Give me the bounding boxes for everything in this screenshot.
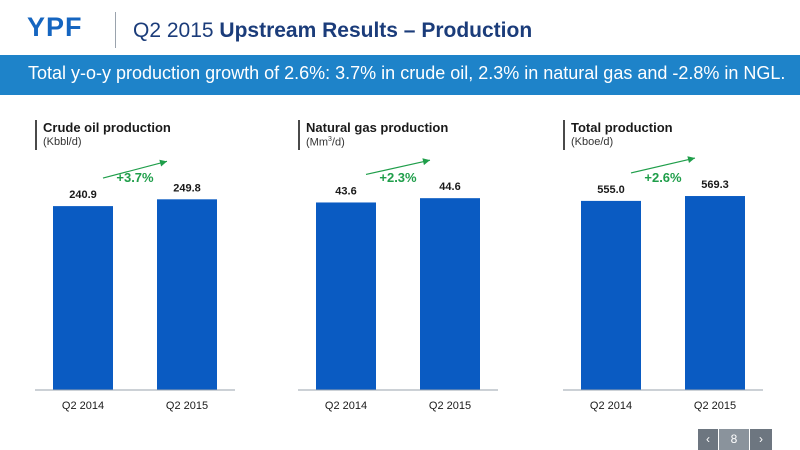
growth-label: +3.7%: [116, 170, 154, 185]
ypf-logo: YPF: [27, 12, 83, 42]
title-divider: [115, 12, 116, 48]
bar: [581, 200, 641, 390]
bar: [316, 202, 376, 390]
bar-value-label: 44.6: [439, 181, 460, 193]
chart-unit: (Kbbl/d): [43, 136, 82, 148]
bar-value-label: 43.6: [335, 185, 356, 197]
chevron-right-icon: ›: [759, 432, 763, 446]
chart-unit-tail: /d): [331, 136, 345, 149]
bar-value-label: 249.8: [173, 182, 201, 194]
x-tick-label: Q2 2014: [62, 400, 104, 412]
chart-unit-superscript: 3: [328, 136, 332, 143]
chart-unit-main: (Mm: [306, 136, 328, 149]
natural-gas-chart-plot: 43.6 Q2 2014 44.6 Q2 2015 +2.3%: [298, 158, 498, 412]
previous-page-button[interactable]: ‹: [698, 429, 718, 450]
bar: [157, 199, 217, 390]
x-tick-label: Q2 2014: [325, 400, 367, 412]
x-tick-label: Q2 2015: [429, 400, 471, 412]
page-number: 8: [719, 429, 749, 450]
x-tick-label: Q2 2015: [694, 400, 736, 412]
x-tick-label: Q2 2014: [590, 400, 632, 412]
total-production-chart-plot: 555.0 Q2 2014 569.3 Q2 2015 +2.6%: [563, 156, 763, 412]
total-production-chart: Total production (Kboe/d) 555.0 Q2 2014 56…: [563, 118, 800, 418]
crude-oil-chart: Crude oil production (Kbbl/d) 240.9 Q2 20…: [35, 118, 275, 418]
bar: [53, 206, 113, 390]
growth-arrow-line: [630, 157, 696, 174]
page-number-label: 8: [730, 432, 738, 446]
page-title-prefix: Q2 2015: [133, 19, 220, 42]
growth-arrow-head-icon: [687, 156, 695, 164]
growth-arrow-head-icon: [159, 159, 167, 167]
bar: [420, 198, 480, 390]
bar: [685, 196, 745, 390]
chart-title: Total production: [571, 120, 673, 135]
chart-unit: (Mm3/d): [306, 136, 345, 149]
page-title: Q2 2015 Upstream Results – Production: [133, 19, 532, 43]
summary-banner: [0, 55, 800, 95]
chart-title-marker: [35, 120, 37, 150]
page-title-strong: Upstream Results – Production: [219, 19, 533, 42]
bar-value-label: 555.0: [597, 184, 625, 196]
growth-label: +2.6%: [644, 170, 682, 185]
next-page-button[interactable]: ›: [750, 429, 772, 450]
growth-arrow-line: [365, 159, 431, 176]
natural-gas-chart: Natural gas production (Mm3/d) 43.6 Q2 20…: [298, 118, 538, 418]
bar-value-label: 569.3: [701, 179, 729, 191]
chart-title: Crude oil production: [43, 120, 171, 135]
growth-arrow-line: [102, 160, 168, 179]
chart-title-marker: [298, 120, 300, 150]
bar-value-label: 240.9: [69, 189, 97, 201]
chart-unit: (Kboe/d): [571, 136, 614, 148]
chart-title: Natural gas production: [306, 120, 449, 135]
x-tick-label: Q2 2015: [166, 400, 208, 412]
summary-banner-text: Total y-o-y production growth of 2.6%: 3…: [28, 63, 786, 83]
chevron-left-icon: ‹: [706, 432, 710, 446]
growth-label: +2.3%: [379, 170, 417, 185]
crude-oil-chart-plot: 240.9 Q2 2014 249.8 Q2 2015 +3.7%: [35, 159, 235, 412]
growth-arrow-head-icon: [422, 158, 430, 166]
chart-title-marker: [563, 120, 565, 150]
